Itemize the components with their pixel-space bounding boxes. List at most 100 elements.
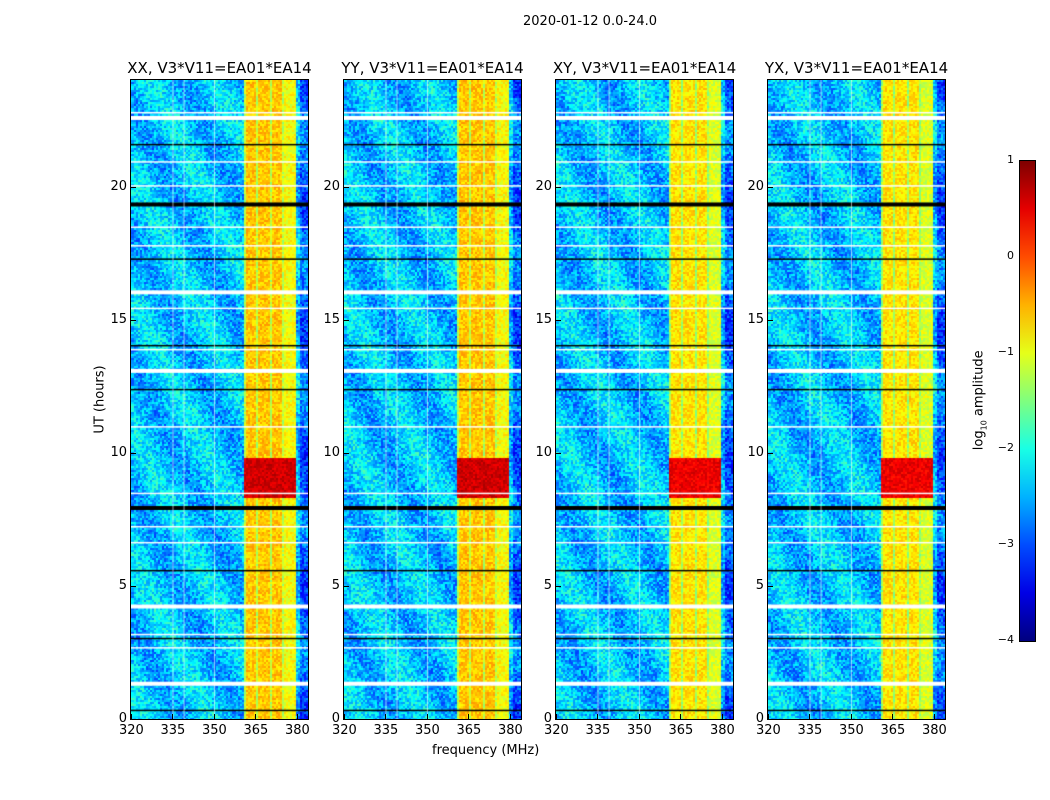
y-tick-label: 10 [535, 444, 552, 460]
y-tick-label: 15 [323, 311, 340, 327]
x-tick-label: 380 [497, 723, 523, 738]
x-tick [850, 714, 852, 719]
y-tick [768, 452, 773, 454]
x-tick [385, 714, 387, 719]
y-tick-label: 5 [543, 577, 552, 593]
x-tick-label: 350 [201, 723, 227, 738]
colorbar-tick-label: −1 [997, 345, 1014, 358]
spectrogram-panel [767, 79, 946, 720]
y-tick [344, 186, 349, 188]
y-tick-label: 0 [331, 711, 340, 726]
x-tick [172, 714, 174, 719]
spectrogram-panel [343, 79, 522, 720]
x-tick-label: 365 [243, 723, 269, 738]
x-tick-label: 335 [797, 723, 823, 738]
x-tick [638, 714, 640, 719]
x-tick-label: 350 [838, 723, 864, 738]
x-tick [933, 714, 935, 719]
figure-title: 2020-01-12 0.0-24.0 [523, 14, 657, 29]
y-tick [344, 452, 349, 454]
x-tick-label: 380 [709, 723, 735, 738]
x-tick [296, 714, 298, 719]
spectrogram-panel [130, 79, 309, 720]
colorbar-tick-label: −4 [997, 633, 1014, 646]
panel-title: YX, V3*V11=EA01*EA14 [764, 59, 949, 77]
x-tick-label: 350 [414, 723, 440, 738]
spectrogram-image [131, 80, 308, 719]
x-tick [680, 714, 682, 719]
y-tick [131, 585, 136, 587]
y-tick [131, 452, 136, 454]
y-tick-label: 20 [110, 178, 127, 194]
x-tick [255, 714, 257, 719]
x-tick-label: 320 [756, 723, 781, 738]
x-tick [468, 714, 470, 719]
x-tick [556, 714, 557, 719]
spectrogram-image [556, 80, 733, 719]
panel-title: XX, V3*V11=EA01*EA14 [127, 59, 312, 77]
y-tick-label: 10 [323, 444, 340, 460]
x-tick-label: 335 [585, 723, 611, 738]
x-tick [131, 714, 132, 719]
y-tick [344, 319, 349, 321]
y-tick-label: 20 [323, 178, 340, 194]
x-tick-label: 320 [332, 723, 357, 738]
y-tick [556, 186, 561, 188]
x-tick-label: 320 [544, 723, 569, 738]
y-tick-label: 10 [747, 444, 764, 460]
y-tick-label: 10 [110, 444, 127, 460]
y-tick [768, 719, 773, 720]
x-tick [426, 714, 428, 719]
y-tick-label: 5 [755, 577, 764, 593]
y-tick-label: 5 [118, 577, 127, 593]
y-tick [131, 319, 136, 321]
y-tick [344, 719, 349, 720]
colorbar-label-rest: amplitude [971, 350, 987, 421]
x-tick [721, 714, 723, 719]
y-tick-label: 5 [331, 577, 340, 593]
x-axis-label: frequency (MHz) [432, 743, 540, 758]
colorbar-label: log10 amplitude [972, 345, 989, 455]
panel-title: XY, V3*V11=EA01*EA14 [552, 59, 737, 77]
y-tick-label: 15 [535, 311, 552, 327]
y-tick [131, 186, 136, 188]
y-tick-label: 20 [535, 178, 552, 194]
panel-title: YY, V3*V11=EA01*EA14 [341, 59, 524, 77]
x-tick [344, 714, 345, 719]
x-tick-label: 380 [284, 723, 310, 738]
y-tick [556, 585, 561, 587]
x-tick-label: 380 [921, 723, 947, 738]
x-tick [809, 714, 811, 719]
x-tick-label: 335 [160, 723, 186, 738]
y-tick-label: 0 [543, 711, 552, 726]
y-tick [344, 585, 349, 587]
colorbar-tick-label: 0 [1007, 249, 1014, 262]
x-tick [213, 714, 215, 719]
y-tick-label: 0 [755, 711, 764, 726]
x-tick-label: 350 [626, 723, 652, 738]
y-tick [768, 186, 773, 188]
x-tick-label: 365 [456, 723, 482, 738]
y-axis-label: UT (hours) [92, 365, 108, 434]
x-tick [768, 714, 769, 719]
y-tick [556, 452, 561, 454]
colorbar-label-main: log [971, 430, 987, 451]
colorbar-tick-label: 1 [1007, 153, 1014, 166]
y-tick [556, 319, 561, 321]
x-tick [892, 714, 894, 719]
y-tick-label: 20 [747, 178, 764, 194]
y-tick-label: 0 [118, 711, 127, 726]
spectrogram-panel [555, 79, 734, 720]
colorbar [1019, 160, 1036, 642]
y-tick [768, 585, 773, 587]
x-tick [509, 714, 511, 719]
x-tick-label: 335 [373, 723, 399, 738]
colorbar-tick-label: −3 [997, 537, 1014, 550]
y-tick [131, 719, 136, 720]
x-tick [597, 714, 599, 719]
spectrogram-image [768, 80, 945, 719]
y-tick-label: 15 [110, 311, 127, 327]
x-tick-label: 365 [880, 723, 906, 738]
x-tick-label: 365 [668, 723, 694, 738]
y-tick [556, 719, 561, 720]
